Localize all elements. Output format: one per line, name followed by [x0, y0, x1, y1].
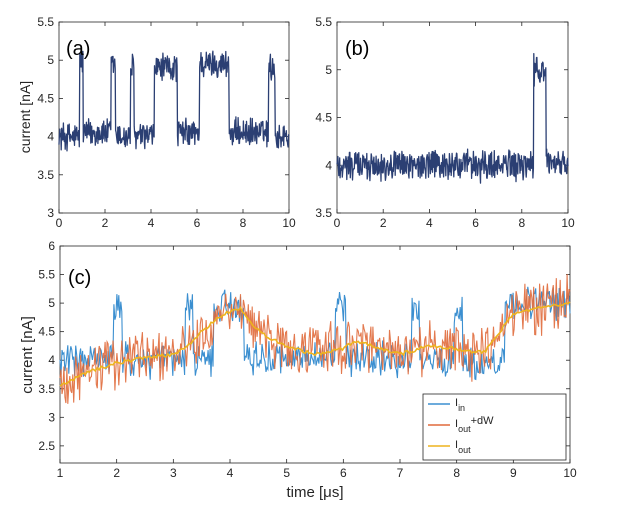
y-tick-label-b-1: 4 [325, 158, 332, 172]
y-tick-label-a-2: 4 [47, 130, 54, 144]
legend-label-out: Iout [455, 439, 471, 455]
x-tick-label-b-4: 8 [518, 216, 525, 230]
y-tick-label-b-2: 4.5 [315, 111, 332, 125]
legend-label-in-base: I [455, 397, 458, 409]
x-tick-label-c-8: 9 [510, 466, 517, 480]
series-line-i-out-dw [59, 274, 571, 404]
legend-label-out-dw-suffix: +dW [471, 415, 495, 427]
series-group-c [59, 274, 571, 404]
panel-a: 3 3.5 4 4.5 5 5.5 0 2 4 6 8 10 (a) current [nA] [17, 15, 296, 230]
x-tick-label-a-2: 4 [148, 216, 155, 230]
y-axis-ticks-c: 2.5 3 3.5 4 4.5 5 5.5 6 [38, 239, 570, 453]
legend-label-out-sub: out [458, 445, 471, 455]
x-tick-label-c-2: 3 [170, 466, 177, 480]
series-line-a [58, 50, 290, 152]
series-line-b [336, 52, 569, 184]
x-tick-label-b-2: 4 [426, 216, 433, 230]
legend-entry-out: Iout [428, 439, 471, 455]
y-tick-label-c-1: 3 [48, 410, 55, 424]
x-tick-label-a-4: 8 [240, 216, 247, 230]
series-group-b [336, 52, 569, 184]
x-tick-label-c-9: 10 [563, 466, 577, 480]
y-tick-label-b-0: 3.5 [315, 206, 332, 220]
y-tick-label-a-5: 5.5 [37, 15, 54, 29]
y-axis-ticks-b: 3.5 4 4.5 5 5.5 [315, 15, 568, 220]
y-tick-label-a-0: 3 [47, 206, 54, 220]
y-tick-label-a-4: 5 [47, 53, 54, 67]
x-axis-ticks-c: 1 2 3 4 5 6 7 8 9 10 [57, 246, 577, 480]
y-tick-label-a-3: 4.5 [37, 91, 54, 105]
y-tick-label-c-5: 5 [48, 296, 55, 310]
legend-label-out-dw-sub: out [458, 424, 471, 434]
panel-label-c: (c) [68, 267, 91, 289]
x-tick-label-a-1: 2 [102, 216, 109, 230]
x-axis-label-c: time [μs] [287, 484, 344, 501]
y-tick-label-c-0: 2.5 [38, 439, 55, 453]
x-tick-label-c-0: 1 [57, 466, 64, 480]
legend-label-out-dw-base: I [455, 418, 458, 430]
legend-label-out-base: I [455, 439, 458, 451]
y-tick-label-b-3: 5 [325, 63, 332, 77]
y-axis-label-c: current [nA] [19, 316, 36, 394]
x-tick-label-a-3: 6 [194, 216, 201, 230]
legend-box [422, 393, 567, 461]
y-axis-label-a: current [nA] [17, 81, 33, 153]
y-tick-label-b-4: 5.5 [315, 15, 332, 29]
x-tick-label-b-5: 10 [561, 216, 575, 230]
x-axis-ticks-a: 0 2 4 6 8 10 [56, 22, 296, 230]
x-tick-label-a-5: 10 [282, 216, 296, 230]
panel-label-b: (b) [345, 38, 369, 60]
panel-c: 2.5 3 3.5 4 4.5 5 5.5 6 1 2 3 4 5 6 7 8 9 10 (c) current… [19, 239, 577, 501]
x-tick-label-c-1: 2 [113, 466, 120, 480]
legend-label-out-dw: Iout+dW [455, 415, 494, 434]
legend-label-in-sub: in [458, 403, 465, 413]
legend-entry-in: Iin [428, 397, 465, 413]
y-tick-label-c-4: 4.5 [38, 325, 55, 339]
y-tick-label-c-6: 5.5 [38, 268, 55, 282]
legend: Iin Iout+dW Iout [422, 393, 567, 461]
legend-label-in: Iin [455, 397, 465, 413]
y-tick-label-c-2: 3.5 [38, 382, 55, 396]
series-line-i-out [59, 301, 571, 387]
x-axis-ticks-b: 0 2 4 6 8 10 [334, 22, 575, 230]
y-tick-label-c-3: 4 [48, 353, 55, 367]
x-tick-label-a-0: 0 [56, 216, 63, 230]
panel-label-a: (a) [66, 38, 90, 60]
x-tick-label-c-5: 6 [340, 466, 347, 480]
x-tick-label-c-4: 5 [283, 466, 290, 480]
series-group-a [58, 50, 290, 152]
y-axis-ticks-a: 3 3.5 4 4.5 5 5.5 [37, 15, 289, 220]
plot-area-a [58, 21, 290, 214]
legend-entry-out-dw: Iout+dW [428, 415, 494, 434]
panel-b: 3.5 4 4.5 5 5.5 0 2 4 6 8 10 (b) [315, 15, 575, 230]
x-tick-label-c-7: 8 [453, 466, 460, 480]
x-tick-label-b-1: 2 [380, 216, 387, 230]
y-tick-label-a-1: 3.5 [37, 168, 54, 182]
x-tick-label-b-3: 6 [472, 216, 479, 230]
x-tick-label-c-6: 7 [397, 466, 404, 480]
x-tick-label-c-3: 4 [227, 466, 234, 480]
y-tick-label-c-7: 6 [48, 239, 55, 253]
x-tick-label-b-0: 0 [334, 216, 341, 230]
